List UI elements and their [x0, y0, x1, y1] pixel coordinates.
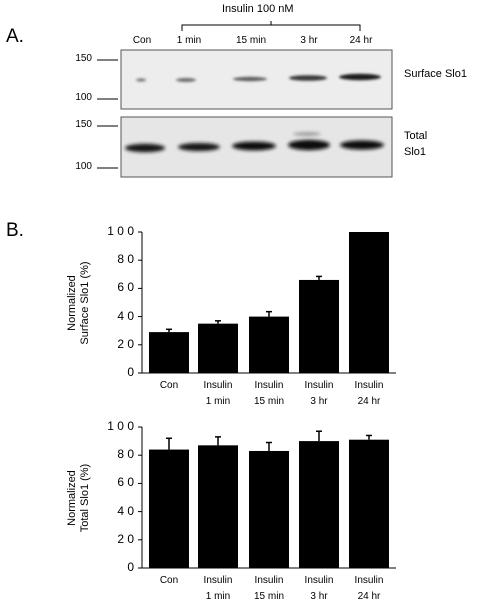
category-label: 24 hr — [357, 396, 381, 407]
total-band — [125, 143, 165, 153]
y-axis-label: Normalized Surface Slo1 (%) — [66, 238, 92, 368]
category-label: Insulin — [254, 575, 284, 586]
category-label: Con — [159, 575, 179, 586]
total-band — [288, 139, 330, 151]
surface-band — [176, 78, 196, 82]
y-tick-label: 2 0 — [117, 531, 134, 546]
mw-marker: 100 — [75, 92, 92, 103]
mw-marker: 150 — [75, 119, 92, 130]
y-axis-label-line: Normalized — [66, 469, 78, 526]
y-tick-label: 6 0 — [117, 280, 134, 295]
bar — [299, 279, 339, 373]
lane-label: Con — [132, 35, 152, 46]
category-label: 3 hr — [310, 396, 328, 407]
mw-marker: 100 — [75, 161, 92, 172]
surface-band — [289, 75, 327, 81]
surface-blot-label: Surface Slo1 — [404, 68, 467, 80]
lane-label: 3 hr — [300, 35, 318, 46]
bar — [149, 332, 189, 373]
category-label: Insulin — [304, 575, 334, 586]
category-label: 15 min — [253, 396, 284, 407]
category-label: Insulin — [354, 380, 384, 391]
bar — [249, 450, 289, 568]
surface-band — [339, 73, 381, 81]
bar — [299, 441, 339, 568]
category-label: Insulin — [304, 380, 334, 391]
category-label: Insulin — [203, 575, 233, 586]
lane-label: 1 min — [176, 35, 202, 46]
bar — [249, 316, 289, 373]
y-tick-label: 2 0 — [117, 336, 134, 351]
y-tick-label: 8 0 — [117, 252, 134, 267]
category-label: Insulin — [203, 380, 233, 391]
panel-a-letter: A. — [6, 26, 24, 47]
bar — [198, 445, 238, 568]
category-label: Insulin — [254, 380, 284, 391]
y-axis-label: Normalized Total Slo1 (%) — [66, 433, 92, 563]
category-label: 1 min — [205, 591, 231, 601]
category-label: Con — [159, 380, 179, 391]
lane-label: 15 min — [235, 35, 267, 46]
lane-label: 24 hr — [349, 35, 373, 46]
bar — [198, 323, 238, 373]
y-axis-label-line: Total Slo1 (%) — [79, 463, 91, 532]
y-tick-label: 0 — [127, 365, 134, 379]
y-tick-label: 0 — [127, 560, 134, 574]
total-band — [232, 141, 276, 151]
y-tick-label: 6 0 — [117, 475, 134, 490]
category-label: 1 min — [205, 396, 231, 407]
category-label: Insulin — [354, 575, 384, 586]
total-blot-label-line: Slo1 — [404, 146, 427, 158]
y-tick-label: 4 0 — [117, 308, 134, 323]
total-band — [178, 143, 220, 151]
treatment-header: Insulin 100 nM — [222, 3, 294, 15]
surface-band — [233, 76, 267, 82]
surface-band — [136, 78, 146, 82]
category-label: 15 min — [253, 591, 284, 601]
y-axis-label-line: Surface Slo1 (%) — [79, 260, 91, 345]
y-tick-label: 4 0 — [117, 503, 134, 518]
y-tick-label: 1 0 0 — [107, 419, 134, 433]
category-label: 3 hr — [310, 591, 328, 601]
bar — [349, 439, 389, 568]
bar — [349, 232, 389, 373]
category-label: 24 hr — [357, 591, 381, 601]
total-blot-label-line: Total — [404, 130, 428, 142]
total-band-faint — [293, 132, 321, 136]
y-tick-label: 1 0 0 — [107, 224, 134, 238]
y-axis-label-line: Normalized — [66, 274, 78, 331]
mw-marker: 150 — [75, 53, 92, 64]
total-band — [340, 140, 384, 150]
y-tick-label: 8 0 — [117, 447, 134, 462]
bar — [149, 449, 189, 568]
panel-b-letter: B. — [6, 220, 24, 241]
